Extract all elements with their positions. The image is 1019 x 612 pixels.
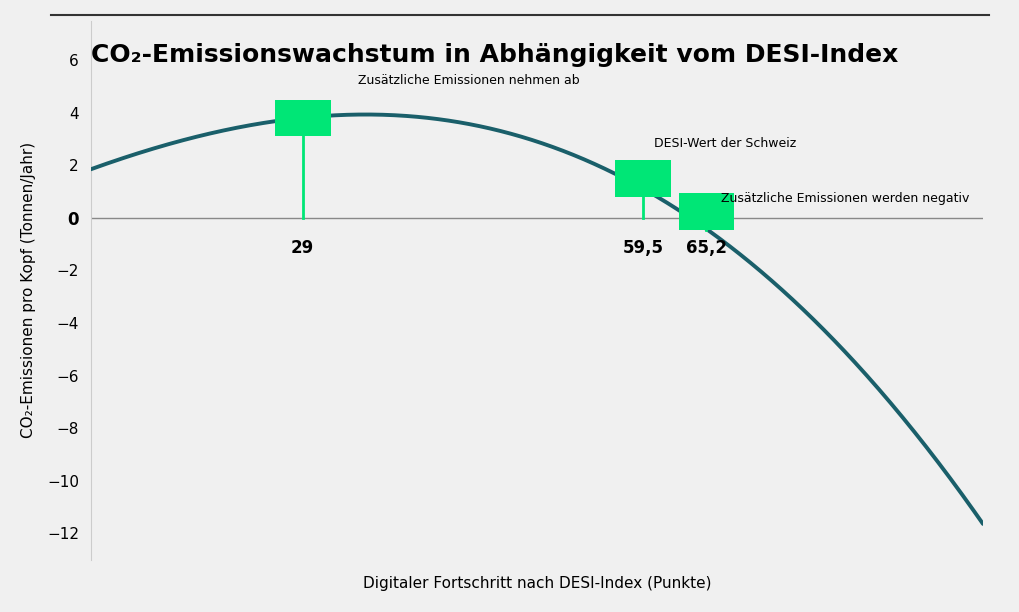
Bar [678,193,734,230]
Bar [614,160,671,197]
Text: 59,5: 59,5 [622,239,662,257]
Text: 65,2: 65,2 [685,239,727,257]
Text: Zusätzliche Emissionen werden negativ: Zusätzliche Emissionen werden negativ [720,192,968,205]
Y-axis label: CO₂-Emissionen pro Kopf (Tonnen/Jahr): CO₂-Emissionen pro Kopf (Tonnen/Jahr) [20,142,36,438]
X-axis label: Digitaler Fortschritt nach DESI-Index (Punkte): Digitaler Fortschritt nach DESI-Index (P… [363,576,710,591]
Text: DESI-Wert der Schweiz: DESI-Wert der Schweiz [653,136,796,149]
Text: 29: 29 [290,239,314,257]
Text: CO₂-Emissionswachstum in Abhängigkeit vom DESI-Index: CO₂-Emissionswachstum in Abhängigkeit vo… [91,43,897,67]
Text: Zusätzliche Emissionen nehmen ab: Zusätzliche Emissionen nehmen ab [358,73,580,86]
Bar [274,100,330,136]
